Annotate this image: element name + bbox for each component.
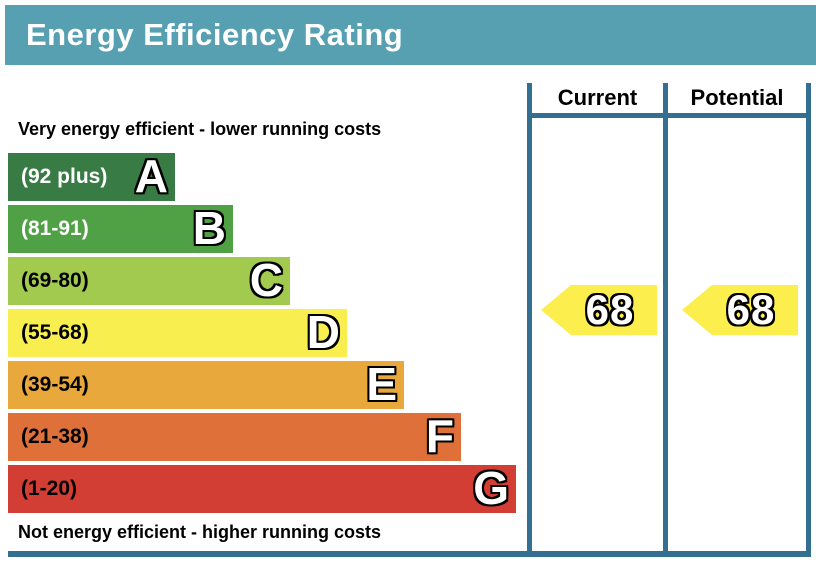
band-a-bar: (92 plus) A	[8, 153, 175, 201]
current-column-header: Current	[557, 85, 638, 110]
band-d-range-label: (55-68)	[21, 321, 89, 344]
chart-bottom-rule	[8, 551, 811, 557]
columns-middle-border	[663, 83, 668, 557]
band-c-range-label: (69-80)	[21, 269, 89, 292]
band-c-letter: C	[249, 254, 283, 306]
band-row-a: (92 plus) A	[8, 153, 516, 205]
band-g-letter: G	[473, 462, 509, 514]
band-c-bar: (69-80) C	[8, 257, 290, 305]
band-f-bar: (21-38) F	[8, 413, 461, 461]
chart-title: Energy Efficiency Rating	[26, 17, 404, 52]
current-rating-value: 68	[585, 286, 635, 333]
band-row-b: (81-91) B	[8, 205, 516, 257]
band-row-f: (21-38) F	[8, 413, 516, 465]
potential-rating-arrow: 68	[682, 285, 798, 335]
potential-rating-value: 68	[726, 286, 776, 333]
band-row-g: (1-20) G	[8, 465, 516, 517]
band-e-letter: E	[366, 358, 397, 410]
band-g-bar: (1-20) G	[8, 465, 516, 513]
band-f-letter: F	[425, 410, 454, 462]
band-b-bar: (81-91) B	[8, 205, 233, 253]
columns-header-underline	[527, 113, 811, 118]
band-d-bar: (55-68) D	[8, 309, 347, 357]
columns-right-border	[806, 83, 811, 557]
band-b-letter: B	[192, 202, 226, 254]
band-f-range-label: (21-38)	[21, 425, 89, 448]
potential-column-header: Potential	[690, 85, 784, 110]
band-e-range-label: (39-54)	[21, 373, 89, 396]
caption-not-efficient: Not energy efficient - higher running co…	[18, 522, 382, 542]
band-a-range-label: (92 plus)	[21, 165, 108, 188]
caption-very-efficient: Very energy efficient - lower running co…	[18, 119, 382, 139]
band-g-range-label: (1-20)	[21, 477, 78, 500]
band-row-e: (39-54) E	[8, 361, 516, 413]
band-e-bar: (39-54) E	[8, 361, 404, 409]
chart-header: Energy Efficiency Rating	[5, 5, 816, 65]
columns-left-border	[527, 83, 532, 557]
band-row-c: (69-80) C	[8, 257, 516, 309]
band-row-d: (55-68) D	[8, 309, 516, 361]
band-a-letter: A	[134, 150, 168, 202]
band-b-range-label: (81-91)	[21, 217, 89, 240]
current-rating-arrow: 68	[541, 285, 657, 335]
band-d-letter: D	[306, 306, 340, 358]
rating-scale: (92 plus) A (81-91) B (69-80) C (55-68) …	[8, 153, 516, 517]
